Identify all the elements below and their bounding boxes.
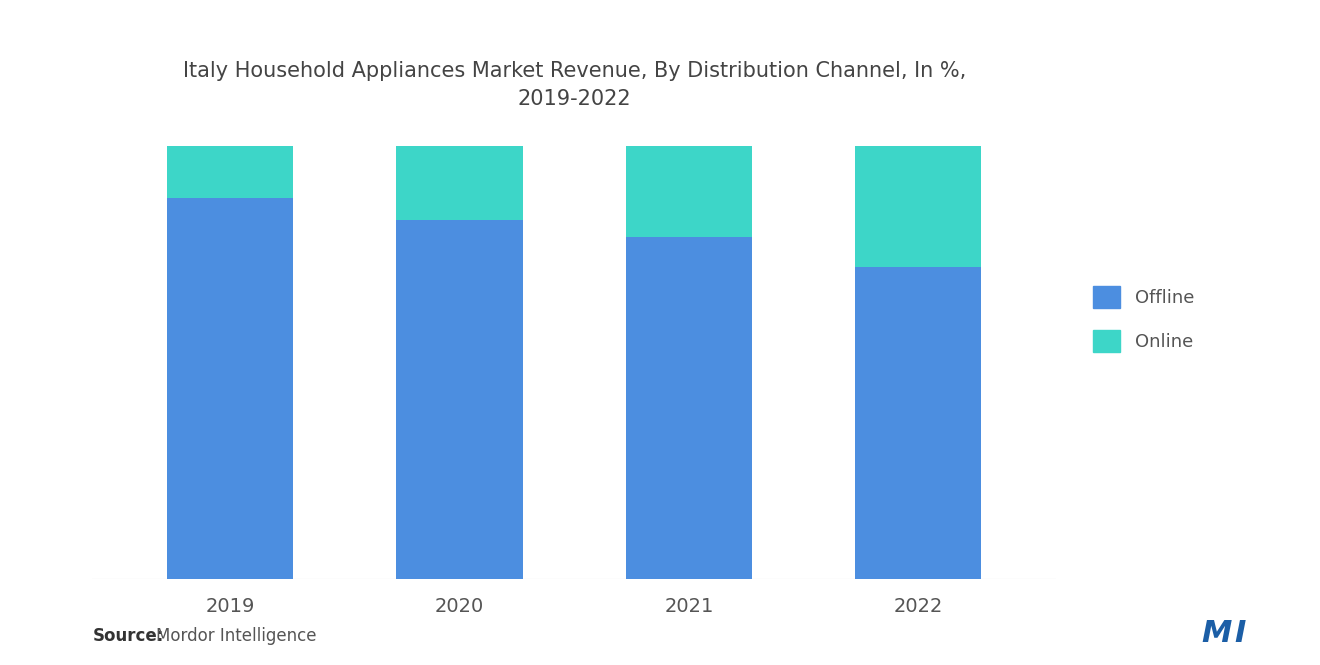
Legend: Offline, Online: Offline, Online — [1084, 277, 1204, 361]
Bar — [855, 267, 982, 579]
Bar — [626, 146, 752, 237]
Bar — [166, 146, 293, 198]
Bar — [626, 237, 752, 579]
Title: Italy Household Appliances Market Revenue, By Distribution Channel, In %,
2019-2: Italy Household Appliances Market Revenu… — [182, 61, 966, 108]
Text: I: I — [1234, 619, 1246, 648]
Text: M: M — [1201, 619, 1232, 648]
Bar — [396, 219, 523, 579]
Bar — [166, 198, 293, 579]
Bar — [396, 146, 523, 219]
Text: Mordor Intelligence: Mordor Intelligence — [156, 627, 317, 645]
Bar — [855, 146, 982, 267]
Text: Source:: Source: — [92, 627, 164, 645]
